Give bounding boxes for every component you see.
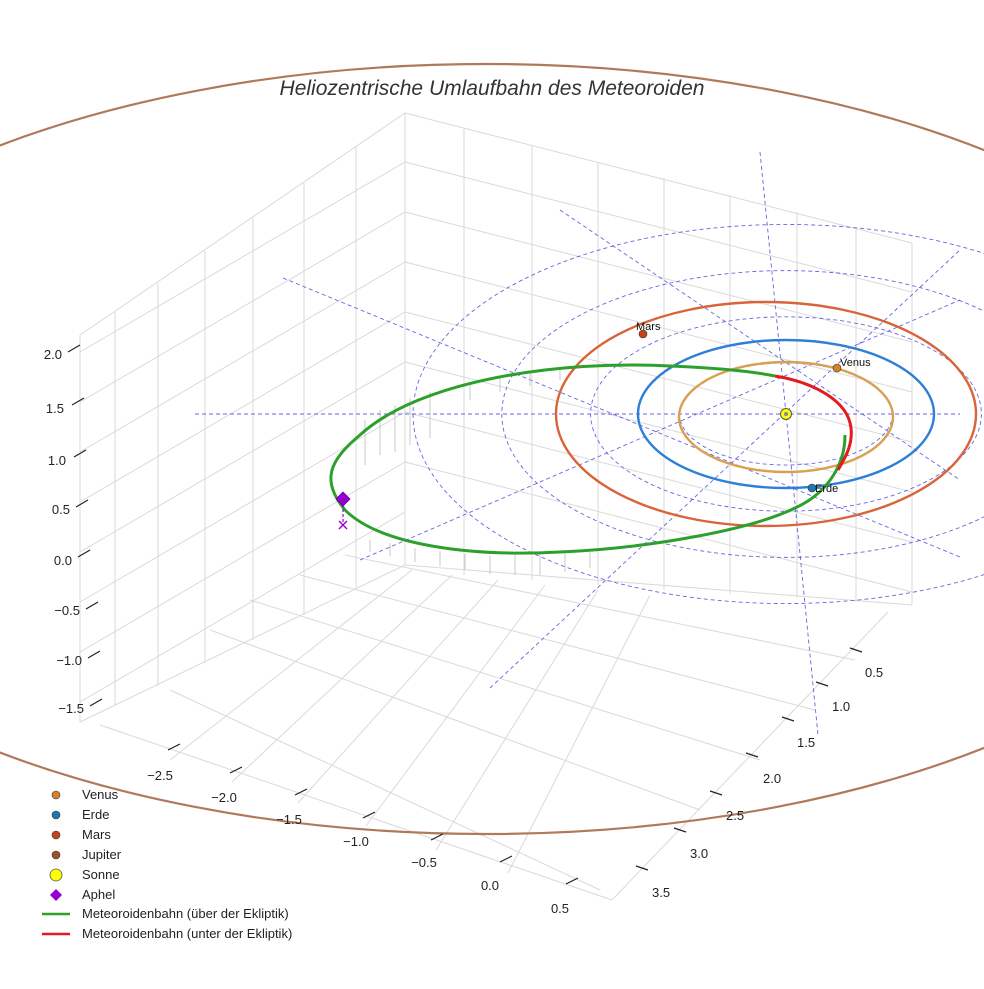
legend-label: Mars	[82, 827, 111, 842]
erde-label: Erde	[815, 483, 838, 495]
reference-spoke	[759, 151, 819, 736]
legend-label: Sonne	[82, 867, 120, 882]
planet-erde: Erde	[807, 483, 838, 495]
z-tick-label: 0.0	[54, 553, 72, 568]
y-tick-label: 3.0	[690, 846, 708, 861]
reference-spoke	[359, 299, 961, 561]
back-wall-grid	[79, 112, 913, 723]
legend-item-meteoroid-below: Meteoroidenbahn (unter der Ekliptik)	[42, 926, 292, 941]
chart-title: Heliozentrische Umlaufbahn des Meteoroid…	[280, 77, 705, 100]
legend-label: Venus	[82, 787, 119, 802]
legend-item-sonne: Sonne	[49, 867, 120, 882]
z-axis: 2.0 1.5 1.0 0.5 0.0 −0.5 −1.0 −1.5	[44, 344, 103, 716]
meteoroid-drop-lines	[364, 368, 591, 575]
y-tick-label: 2.5	[726, 808, 744, 823]
z-tick-label: 1.5	[46, 401, 64, 416]
orbit-venus	[677, 360, 895, 474]
x-tick-label: −1.0	[343, 834, 369, 849]
legend: Venus Erde Mars Jupiter Sonne Aphel Mete…	[42, 787, 292, 941]
x-tick-label: −0.5	[411, 855, 437, 870]
planet-orbits	[0, 63, 984, 835]
x-tick-label: −2.5	[147, 768, 173, 783]
planet-venus: Venus	[832, 357, 871, 373]
x-tick-label: 0.0	[481, 878, 499, 893]
legend-label: Aphel	[82, 887, 115, 902]
y-tick-label: 0.5	[865, 665, 883, 680]
meteoroid-orbit	[329, 363, 853, 575]
legend-item-erde: Erde	[51, 807, 109, 822]
x-tick-label: 0.5	[551, 901, 569, 916]
orbit-mars	[554, 300, 978, 528]
z-tick-label: 0.5	[52, 502, 70, 517]
floor-grid	[99, 554, 889, 901]
meteoroid-orbit-above	[329, 363, 847, 555]
z-tick-label: 2.0	[44, 347, 62, 362]
y-tick-label: 1.5	[797, 735, 815, 750]
legend-item-meteoroid-above: Meteoroidenbahn (über der Ekliptik)	[42, 906, 289, 921]
aphel-marker	[335, 491, 351, 530]
legend-item-mars: Mars	[51, 827, 111, 842]
x-axis: −2.5 −2.0 −1.5 −1.0 −0.5 0.0 0.5	[147, 743, 579, 916]
z-tick-label: −1.5	[58, 701, 84, 716]
legend-item-venus: Venus	[51, 787, 119, 802]
y-tick-label: 2.0	[763, 771, 781, 786]
legend-label: Erde	[82, 807, 109, 822]
reference-spoke	[282, 277, 961, 558]
venus-label: Venus	[840, 357, 871, 369]
legend-label: Meteoroidenbahn (unter der Ekliptik)	[82, 926, 292, 941]
x-tick-label: −2.0	[211, 790, 237, 805]
reference-spoke	[489, 249, 961, 689]
orbit-erde	[636, 338, 936, 490]
y-tick-label: 3.5	[652, 885, 670, 900]
legend-label: Jupiter	[82, 847, 122, 862]
planet-mars: Mars	[636, 321, 661, 339]
ecliptic-reference-grid	[195, 151, 984, 736]
z-tick-label: 1.0	[48, 453, 66, 468]
orbit-jupiter	[0, 63, 984, 835]
reference-ring	[501, 270, 984, 558]
sun	[780, 408, 792, 420]
z-tick-label: −0.5	[54, 603, 80, 618]
legend-item-aphel: Aphel	[50, 887, 115, 902]
y-tick-label: 1.0	[832, 699, 850, 714]
legend-item-jupiter: Jupiter	[51, 847, 122, 862]
mars-label: Mars	[636, 321, 661, 333]
z-tick-label: −1.0	[56, 653, 82, 668]
legend-label: Meteoroidenbahn (über der Ekliptik)	[82, 906, 289, 921]
reference-spoke	[559, 209, 961, 481]
y-axis: 0.5 1.0 1.5 2.0 2.5 3.0 3.5	[635, 647, 883, 900]
x-tick-label: −1.5	[276, 812, 302, 827]
meteoroid-orbit-below	[774, 374, 853, 471]
